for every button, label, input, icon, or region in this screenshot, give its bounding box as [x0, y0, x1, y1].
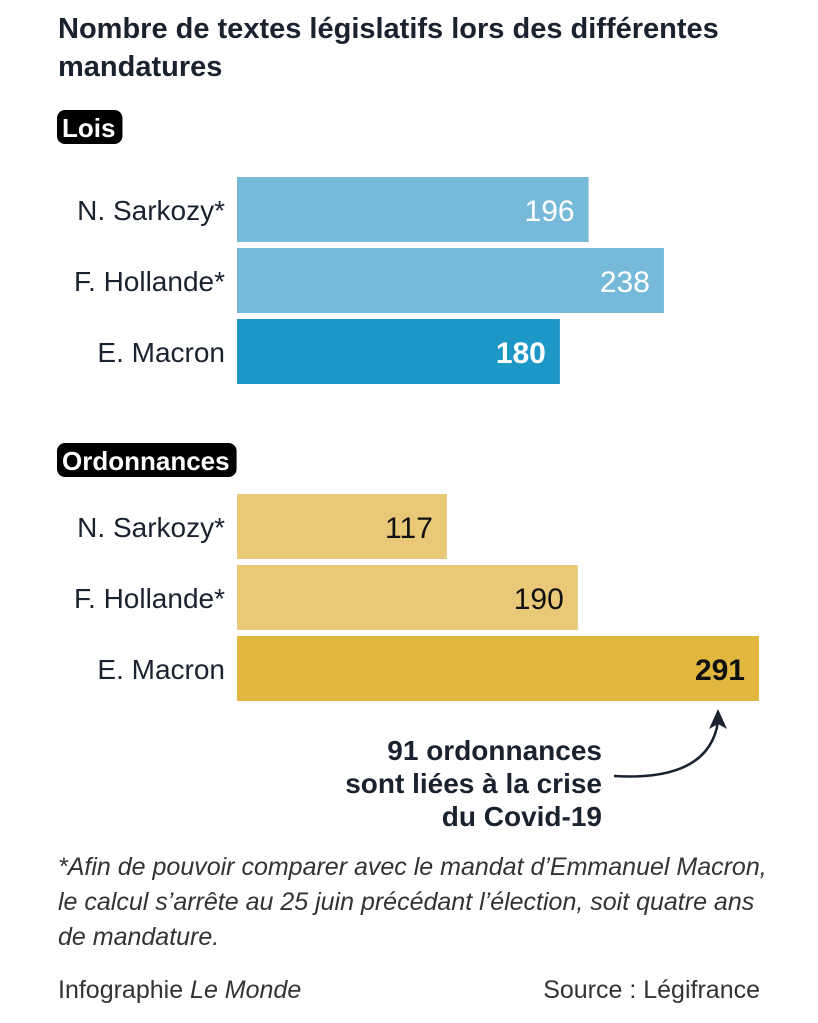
bar-group-1: Ordonnances N. Sarkozy* 117 F. Hollande* 190… — [57, 443, 759, 701]
category-label: F. Hollande* — [74, 583, 225, 614]
value-label: 117 — [385, 512, 433, 545]
value-label: 180 — [496, 337, 546, 370]
category-label: N. Sarkozy* — [77, 195, 225, 226]
annotation-arrow — [613, 721, 720, 778]
bar — [237, 177, 589, 242]
annotation-line-3: du Covid-19 — [442, 801, 602, 832]
category-label: E. Macron — [97, 337, 225, 368]
credit-prefix: Infographie — [58, 976, 191, 1004]
credit-brand: Le Monde — [190, 976, 302, 1004]
value-label: 190 — [514, 583, 564, 616]
category-label: F. Hollande* — [74, 266, 225, 297]
bar — [237, 565, 578, 630]
group-label-pill — [57, 110, 123, 144]
arrow-head-icon — [709, 709, 727, 729]
value-label: 196 — [525, 195, 575, 228]
value-label: 291 — [695, 654, 745, 687]
group-label-pill — [57, 443, 237, 477]
group-label: Ordonnances — [62, 446, 230, 476]
credit: Infographie Le Monde — [58, 976, 301, 1005]
group-label: Lois — [62, 113, 115, 143]
annotation: 91 ordonnances sont liées à la crise du … — [345, 709, 727, 832]
chart-title: Nombre de textes législatifs lors des di… — [58, 13, 719, 83]
bar-group-0: Lois N. Sarkozy* 196 F. Hollande* 238 E. Macr… — [57, 110, 664, 384]
category-label: N. Sarkozy* — [77, 512, 225, 543]
source: Source : Légifrance — [543, 976, 760, 1004]
footnote: *Afin de pouvoir comparer avec le mandat… — [58, 853, 767, 951]
bar — [237, 248, 664, 313]
bar — [237, 636, 759, 701]
annotation-line-1: 91 ordonnances — [387, 735, 602, 766]
bar — [237, 494, 447, 559]
bar — [237, 319, 560, 384]
value-label: 238 — [600, 266, 650, 299]
category-label: E. Macron — [97, 654, 225, 685]
annotation-line-2: sont liées à la crise — [345, 768, 602, 799]
